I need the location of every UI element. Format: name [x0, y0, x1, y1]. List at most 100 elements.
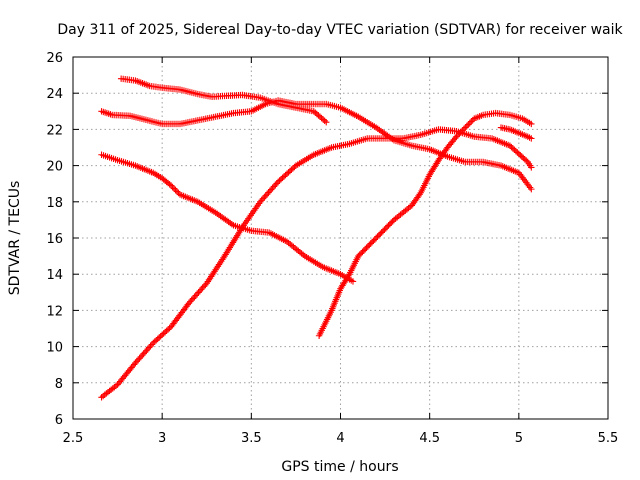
data-point: [318, 114, 325, 122]
data-point: [163, 327, 170, 334]
data-point: [202, 281, 209, 288]
data-point: [280, 173, 288, 180]
data-series: [98, 75, 535, 401]
data-point: [200, 283, 208, 290]
data-point: [382, 225, 389, 232]
data-point: [164, 326, 172, 333]
data-point: [312, 109, 319, 116]
data-point: [451, 134, 459, 142]
data-point: [173, 188, 181, 195]
data-point: [385, 222, 392, 229]
data-point: [193, 290, 201, 298]
data-point: [528, 164, 535, 171]
data-point: [459, 127, 466, 134]
data-point: [323, 118, 330, 126]
data-point: [375, 232, 383, 239]
data-point: [148, 341, 156, 348]
y-tick-label: 22: [46, 123, 63, 138]
data-point: [368, 238, 376, 246]
data-point: [192, 292, 199, 299]
data-point: [185, 299, 193, 307]
data-point: [349, 278, 357, 285]
data-point: [460, 125, 468, 133]
data-point: [366, 241, 373, 249]
x-tick-label: 2.5: [63, 431, 84, 446]
data-point: [272, 181, 279, 189]
data-point: [133, 358, 140, 365]
data-point: [160, 330, 167, 337]
series-track-6: [497, 124, 535, 142]
data-point: [372, 234, 380, 242]
data-point: [383, 223, 391, 231]
data-point: [187, 298, 194, 305]
data-point: [268, 186, 275, 193]
y-tick-label: 20: [46, 160, 63, 175]
data-point: [286, 167, 294, 175]
grid: [73, 57, 608, 419]
y-tick-label: 18: [46, 196, 63, 211]
y-tick-label: 24: [46, 87, 63, 102]
data-point: [261, 194, 268, 201]
data-point: [512, 147, 520, 155]
y-tick-label: 16: [46, 232, 63, 247]
y-axis-title: SDTVAR / TECUs: [7, 181, 23, 296]
data-point: [371, 236, 378, 243]
data-point: [367, 240, 374, 247]
x-tick-label: 4.5: [419, 431, 440, 446]
data-point: [257, 198, 264, 205]
data-point: [140, 350, 147, 357]
x-tick-label: 4: [336, 431, 344, 446]
data-point: [283, 170, 291, 177]
data-point: [378, 229, 385, 236]
data-point: [172, 186, 179, 194]
data-point: [456, 130, 463, 137]
data-point: [457, 128, 465, 136]
data-point: [506, 142, 514, 149]
data-point: [158, 331, 166, 339]
data-point: [170, 185, 178, 192]
data-point: [266, 187, 274, 195]
data-point: [463, 122, 471, 130]
data-point: [377, 230, 384, 238]
data-point: [175, 189, 182, 197]
data-point: [462, 124, 469, 131]
data-point: [288, 166, 295, 173]
data-point: [514, 149, 521, 156]
data-point: [169, 183, 176, 191]
data-point: [144, 345, 151, 353]
chart-title: Day 311 of 2025, Sidereal Day-to-day VTE…: [57, 22, 623, 38]
data-point: [319, 116, 327, 123]
data-point: [196, 287, 204, 295]
axis-ticks: 2.5 3 3.5 4 4.5 5 5.5 6 8 10 12 14 16 18 20 22 24 26: [46, 51, 618, 446]
data-point: [528, 135, 535, 142]
data-point: [508, 143, 515, 151]
data-point: [258, 197, 265, 204]
data-point: [511, 146, 518, 153]
data-point: [139, 352, 146, 359]
data-point: [150, 339, 157, 347]
data-point: [157, 332, 164, 340]
data-point: [273, 180, 280, 187]
x-tick-label: 3: [158, 431, 166, 446]
data-point: [364, 243, 372, 250]
data-point: [379, 227, 387, 235]
data-point: [360, 247, 368, 254]
data-point: [517, 151, 524, 159]
data-point: [355, 252, 362, 260]
data-point: [137, 353, 145, 360]
data-point: [454, 131, 462, 139]
data-point: [141, 348, 149, 356]
data-point: [469, 116, 476, 124]
data-point: [466, 119, 473, 127]
data-point: [263, 190, 271, 198]
x-tick-label: 5: [515, 431, 523, 446]
data-point: [386, 220, 394, 228]
plot-frame: [72, 56, 609, 420]
data-point: [357, 250, 365, 257]
data-point: [361, 245, 369, 253]
data-point: [520, 154, 527, 162]
data-point: [291, 163, 298, 171]
data-point: [315, 112, 322, 119]
y-tick-label: 10: [46, 341, 63, 356]
